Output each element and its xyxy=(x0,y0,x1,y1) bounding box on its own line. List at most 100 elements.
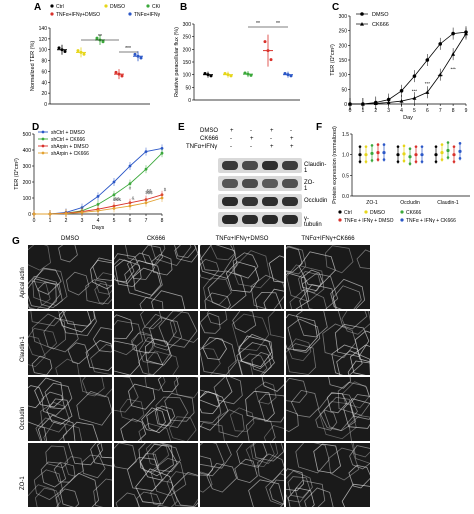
cell-border xyxy=(62,421,99,441)
band xyxy=(222,179,238,188)
cell-border xyxy=(200,391,229,431)
cell-border xyxy=(232,311,257,333)
cell-border xyxy=(343,398,370,429)
cell-border xyxy=(43,420,83,441)
micrograph-texture xyxy=(200,311,284,375)
cell-border xyxy=(90,443,112,467)
blot-row-label-tnf: TNFα+IFNγ xyxy=(186,144,218,150)
cell-border xyxy=(351,443,370,458)
cell-border xyxy=(298,271,322,293)
panel-c-chart: 0 50 100 150 200 250 300 TER (Ω*cm²) 0 1 2 3 4 5 6 7 8 9 D… xyxy=(330,12,468,120)
d-x-tick-label: 1 xyxy=(49,218,52,224)
cell-border xyxy=(92,257,112,281)
micrograph-image xyxy=(200,443,284,507)
g-col-dmso: DMSO xyxy=(61,236,79,242)
d-legend-label: shArpin + CK666 xyxy=(51,151,89,157)
panel-b: B 0 50 100 150 200 250 300 Relative paracellula… xyxy=(160,0,310,110)
cell-border xyxy=(323,396,357,432)
cell-border xyxy=(37,414,76,441)
cell-border xyxy=(337,311,368,330)
cell-border xyxy=(245,390,275,421)
cell-border xyxy=(37,281,63,309)
blot-occludin xyxy=(218,194,302,209)
d-x-tick-label: 0 xyxy=(33,218,36,224)
cell-border xyxy=(174,245,198,263)
panel-g-label: G xyxy=(12,236,20,247)
a-sig-mark: *** xyxy=(125,46,131,52)
cell-border xyxy=(76,390,112,426)
c-x-tick-label: 1 xyxy=(361,108,364,114)
a-y-label: Normalized TER (%) xyxy=(30,41,36,91)
cell-border xyxy=(96,443,112,459)
d-sig-mark: && xyxy=(114,196,120,201)
cell-border xyxy=(114,314,134,340)
f-point xyxy=(420,153,424,157)
f-legend-label: CK666 xyxy=(406,210,422,216)
cell-border xyxy=(114,253,141,284)
f-point xyxy=(402,144,406,148)
c-x-tick-label: 6 xyxy=(426,108,429,114)
cell-border xyxy=(55,488,80,507)
micrograph-image xyxy=(286,245,370,309)
cell-border xyxy=(35,417,68,441)
f-point xyxy=(452,145,456,148)
c-y-label: TER (Ω*cm²) xyxy=(330,44,336,76)
d-sig-mark: $ xyxy=(164,187,167,192)
f-point xyxy=(358,145,362,148)
d-y-tick-label: 100 xyxy=(23,196,32,202)
cell-border xyxy=(65,271,90,296)
blot-label-claudin1: Claudin-1 xyxy=(304,162,327,174)
d-y-label: TER (Ω*cm²) xyxy=(14,158,20,190)
a-point xyxy=(63,50,67,54)
c-y-tick-label: 100 xyxy=(339,73,348,79)
c-y-tick-label: 150 xyxy=(339,58,348,64)
cell-border xyxy=(341,311,370,335)
cell-border xyxy=(158,311,198,348)
cell-border xyxy=(349,394,370,420)
band xyxy=(222,197,238,206)
cell-border xyxy=(34,487,61,507)
b-y-tick-label: 150 xyxy=(183,60,192,66)
cell-border xyxy=(146,406,172,434)
band xyxy=(282,215,298,224)
micrograph-texture xyxy=(28,443,112,507)
cell-border xyxy=(166,471,198,507)
f-point xyxy=(382,143,386,146)
band xyxy=(242,161,258,170)
c-x-tick-label: 0 xyxy=(349,108,352,114)
micrograph-texture xyxy=(28,245,112,309)
f-point xyxy=(364,153,368,157)
f-legend-marker xyxy=(338,218,342,222)
d-x-tick-label: 7 xyxy=(145,218,148,224)
cell-border xyxy=(30,311,61,327)
cell-border xyxy=(28,280,51,309)
band xyxy=(262,197,278,206)
f-point xyxy=(452,153,456,157)
cell-border xyxy=(151,290,186,309)
cell-border xyxy=(149,317,183,351)
cell-border xyxy=(236,443,268,468)
cell-border xyxy=(120,418,147,441)
a-legend-marker xyxy=(146,4,150,8)
cell-border xyxy=(44,382,73,410)
f-legend-label: TNFα + IFNγ + DMSO xyxy=(344,218,394,224)
f-point xyxy=(434,153,438,157)
d-y-tick-label: 0 xyxy=(28,212,31,218)
d-y-tick-label: 200 xyxy=(23,180,32,186)
cell-border xyxy=(28,275,61,309)
a-sig-mark: ** xyxy=(98,34,102,40)
band xyxy=(222,161,238,170)
cell-border xyxy=(296,311,328,338)
cell-border xyxy=(138,443,174,477)
cell-border xyxy=(299,284,336,309)
a-point xyxy=(101,40,105,44)
f-point xyxy=(414,153,418,157)
a-y-tick-label: 100 xyxy=(39,48,48,54)
blot-sign: + xyxy=(270,128,274,134)
d-sig-mark: # xyxy=(129,186,132,191)
cell-border xyxy=(128,383,156,410)
cell-border xyxy=(237,335,273,368)
blot-sign: + xyxy=(250,136,254,142)
cell-border xyxy=(141,407,166,432)
cell-border xyxy=(286,377,308,403)
